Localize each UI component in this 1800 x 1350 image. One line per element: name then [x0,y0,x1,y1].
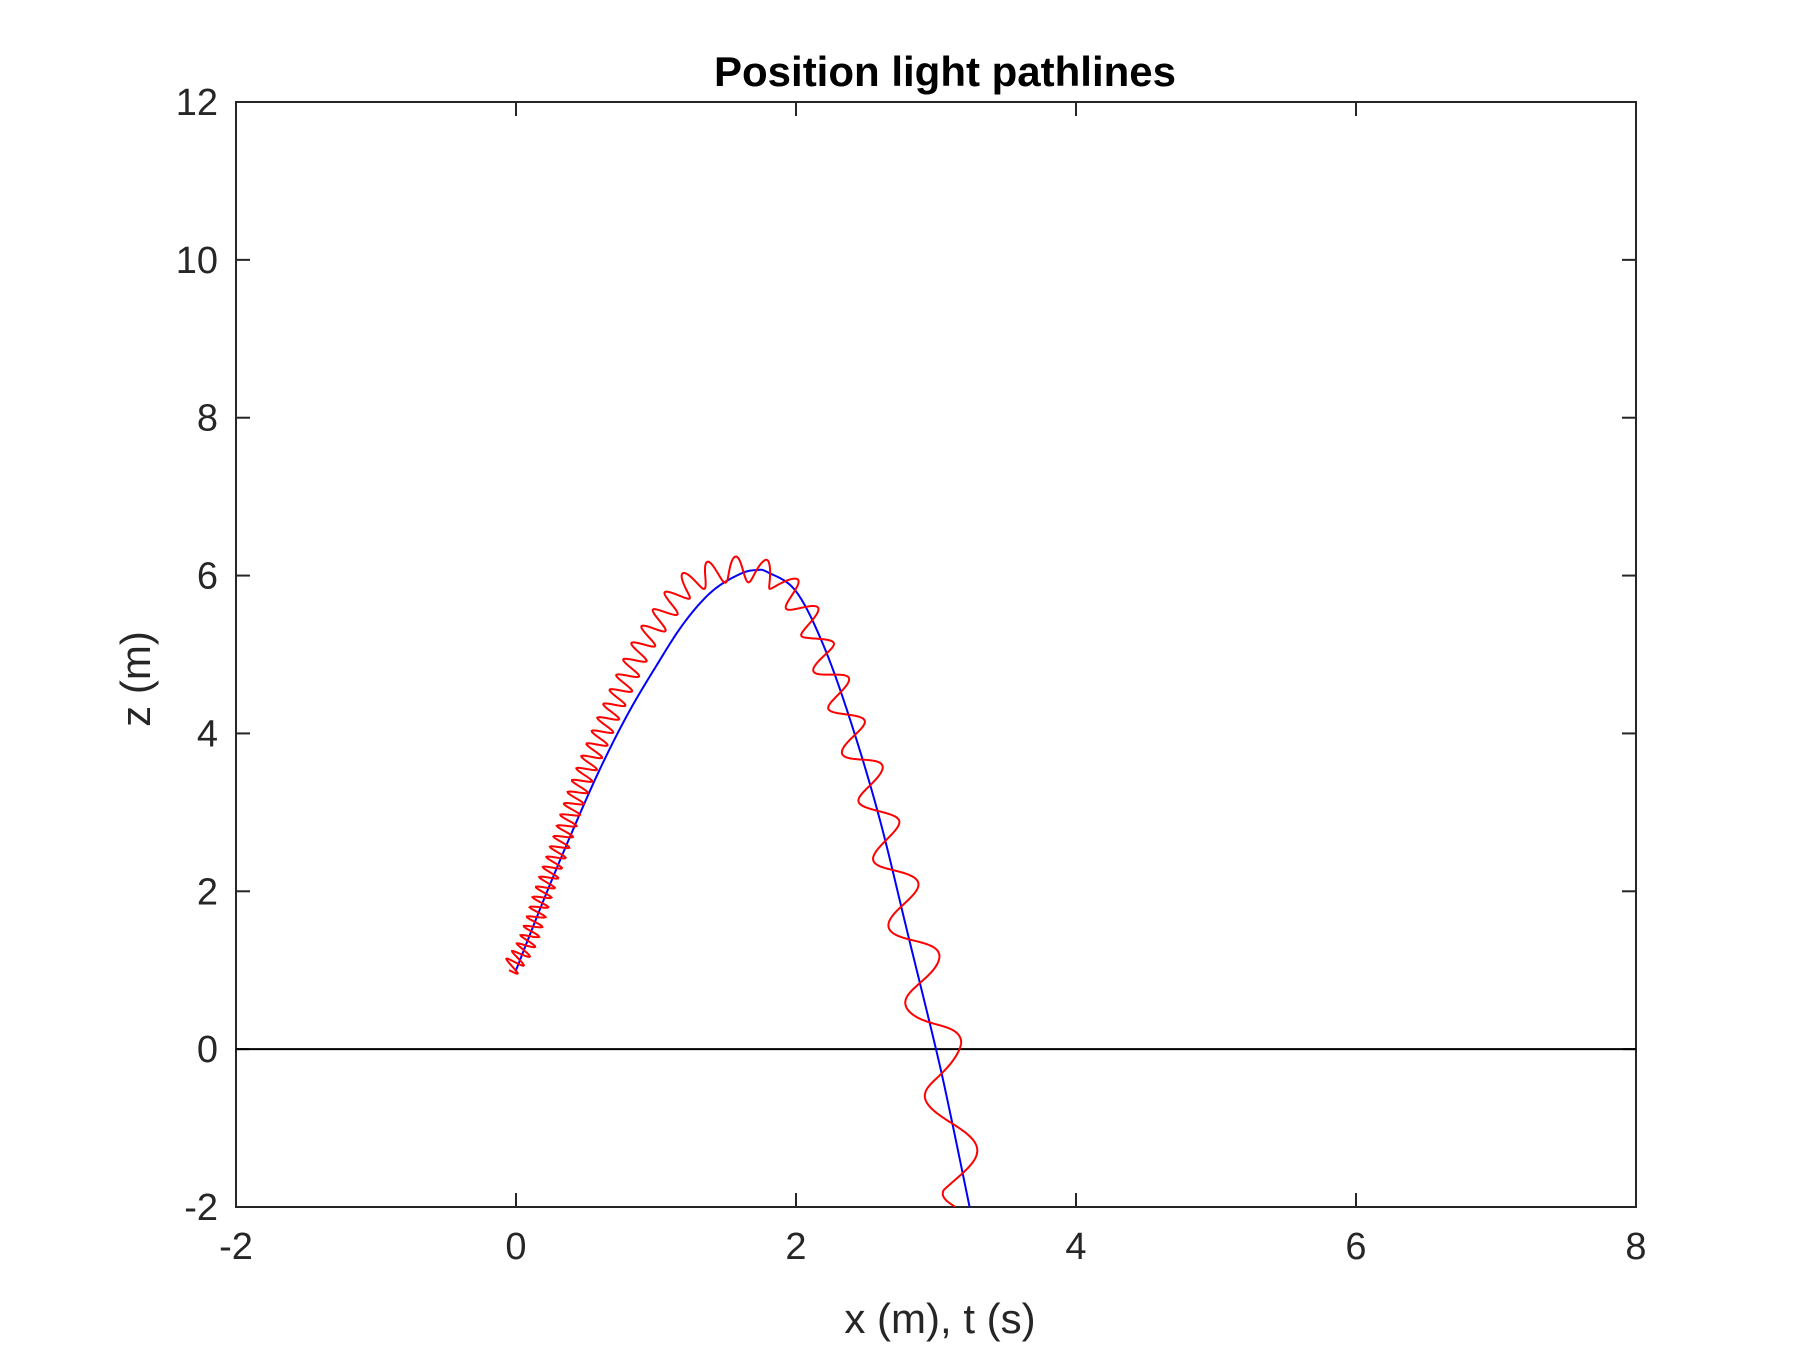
series-line-red [505,555,979,1207]
x-tick-label: 2 [785,1226,806,1268]
chart-title: Position light pathlines [714,48,1176,95]
y-tick-label: 8 [197,398,218,440]
y-tick-label: 10 [176,240,218,282]
y-tick-label: 6 [197,556,218,598]
x-tick-label: 6 [1345,1226,1366,1268]
axes-box [235,101,1637,1208]
y-tick-label: 0 [197,1029,218,1071]
y-tick-label: 4 [197,713,218,755]
x-tick-label: 8 [1625,1226,1646,1268]
x-axis-label: x (m), t (s) [844,1295,1035,1342]
y-tick-label: 2 [197,871,218,913]
y-tick-label: -2 [184,1187,218,1229]
y-tick-label: 12 [176,82,218,124]
x-tick-label: 0 [505,1226,526,1268]
series-group [505,555,979,1207]
plot-area: -2 0 2 4 6 8 -2 0 2 4 6 8 10 12 [176,82,1647,1268]
x-tick-label: 4 [1065,1226,1086,1268]
x-tick-label: -2 [219,1226,253,1268]
y-axis-label: z (m) [112,631,159,727]
